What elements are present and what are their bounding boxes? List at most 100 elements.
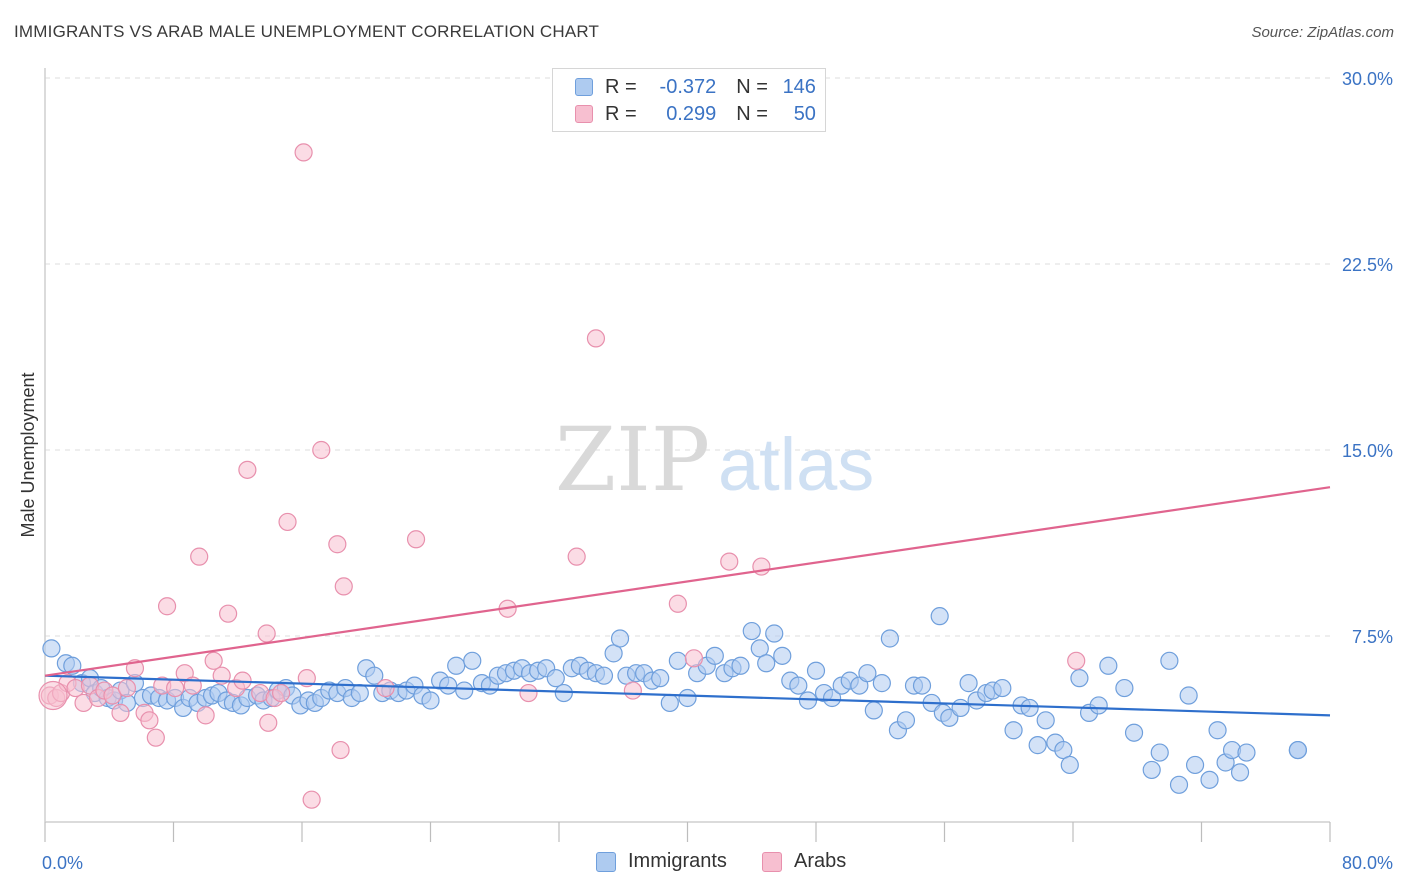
immigrants-point: [651, 669, 670, 688]
arabs-point: [259, 713, 278, 732]
immigrants-point: [1160, 651, 1179, 670]
immigrants-point: [463, 651, 482, 670]
arabs-point: [219, 604, 238, 623]
immigrants-point: [757, 654, 776, 673]
immigrants-point: [705, 646, 724, 665]
immigrants-point: [789, 676, 808, 695]
immigrants-point: [668, 651, 687, 670]
legend-n-value: 146: [782, 75, 816, 98]
watermark-zip: ZIP: [555, 408, 710, 511]
immigrants-point: [1036, 711, 1055, 730]
y-axis-label: Male Unemployment: [18, 372, 38, 537]
arabs-point: [720, 552, 739, 571]
immigrants-point: [1020, 698, 1039, 718]
legend-stats: R = -0.372 N = 146 R = 0.299 N = 50: [552, 68, 826, 132]
arabs-point: [278, 512, 297, 532]
arabs-point: [312, 440, 331, 460]
arabs-point: [406, 530, 426, 549]
legend-r-label: R =: [605, 102, 637, 125]
arabs-point: [204, 651, 223, 670]
y-tick-label: 7.5%: [1352, 627, 1393, 647]
immigrants-point: [610, 629, 630, 648]
arabs-point: [166, 678, 185, 698]
immigrants-point: [872, 674, 891, 693]
legend-r-label: R =: [605, 75, 637, 98]
immigrants-point: [1089, 696, 1108, 715]
arabs-point: [157, 597, 177, 616]
tick-labels: 7.5% 15.0% 22.5% 30.0% 0.0% 80.0%: [42, 69, 1393, 873]
immigrants-point: [858, 664, 877, 683]
arabs-point: [117, 678, 137, 698]
immigrants-point: [765, 624, 784, 643]
immigrants-point: [1028, 736, 1047, 755]
immigrants-point: [1169, 775, 1189, 794]
legend-n-label: N =: [736, 75, 768, 98]
arabs-point: [623, 681, 642, 700]
immigrants-point: [864, 701, 883, 720]
arabs-point: [146, 728, 165, 747]
watermark: ZIP atlas: [555, 408, 874, 511]
immigrants-point: [447, 656, 466, 675]
immigrants-point: [1004, 721, 1023, 740]
arabs-point: [331, 740, 350, 760]
legend-label-immigrants: Immigrants: [628, 850, 727, 872]
immigrants-point: [1150, 743, 1169, 762]
x-tick-label: 80.0%: [1342, 853, 1393, 873]
arabs-point: [297, 669, 316, 688]
arabs-point: [302, 790, 321, 809]
arabs-point: [334, 577, 353, 596]
immigrants-point: [930, 607, 949, 626]
immigrants-point: [1237, 743, 1256, 762]
immigrants-point: [1185, 755, 1205, 775]
immigrants-point: [896, 711, 916, 730]
trend-lines: [44, 486, 1331, 717]
arabs-point: [111, 703, 130, 722]
arabs-point: [238, 460, 257, 479]
arabs-trend-line: [44, 486, 1331, 677]
arabs-point: [684, 649, 704, 668]
arabs-point: [376, 678, 395, 698]
legend-r-value: 0.299: [666, 102, 717, 125]
arabs-point: [567, 547, 586, 566]
x-tick-label: 0.0%: [42, 853, 83, 873]
immigrants-point: [678, 688, 697, 708]
arabs-point: [1067, 651, 1086, 670]
immigrants-point: [1115, 678, 1134, 698]
immigrants-point: [439, 676, 458, 695]
immigrants-point: [42, 639, 61, 658]
arabs-point: [196, 706, 215, 725]
arabs-point: [328, 535, 347, 554]
arabs-point: [668, 594, 687, 613]
arabs-point: [272, 683, 291, 703]
immigrants-point: [1200, 770, 1219, 789]
immigrants-point: [350, 683, 369, 703]
immigrants-point: [1179, 686, 1198, 705]
immigrants-point: [546, 669, 565, 688]
y-tick-label: 30.0%: [1342, 69, 1393, 89]
immigrants-point: [455, 681, 474, 700]
legend-row-immigrants: R = -0.372 N = 146: [575, 74, 816, 100]
immigrants-point: [554, 683, 573, 703]
legend-r-value: -0.372: [659, 75, 717, 98]
y-tick-label: 15.0%: [1342, 441, 1393, 461]
arabs-point: [190, 547, 209, 566]
immigrants-point: [365, 666, 384, 685]
legend-n-label: N =: [736, 102, 768, 125]
immigrants-point: [594, 666, 614, 685]
watermark-atlas: atlas: [718, 423, 874, 506]
immigrants-point: [1124, 723, 1144, 742]
immigrants-point: [1230, 763, 1250, 782]
legend-item-immigrants[interactable]: Immigrants: [596, 850, 727, 873]
immigrants-trend-line: [44, 674, 1331, 717]
arabs-point: [140, 711, 159, 730]
arabs-point: [519, 683, 538, 703]
y-tick-label: 22.5%: [1342, 255, 1393, 275]
arabs-legend-swatch: [762, 851, 782, 872]
immigrants-point: [773, 646, 792, 665]
immigrants-point: [731, 656, 750, 675]
legend-item-arabs[interactable]: Arabs: [762, 850, 846, 873]
immigrants-point: [1142, 760, 1161, 780]
immigrants-point: [880, 629, 899, 648]
arabs-swatch: [575, 105, 593, 123]
source-label: Source: ZipAtlas.com: [1251, 24, 1394, 41]
